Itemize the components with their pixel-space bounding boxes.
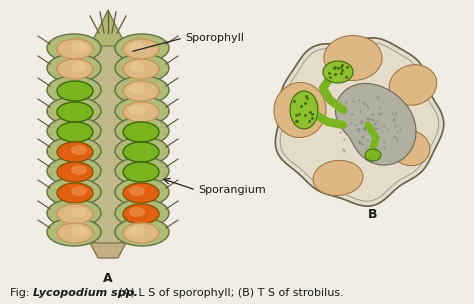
Ellipse shape	[129, 226, 145, 236]
Ellipse shape	[57, 102, 93, 122]
Ellipse shape	[123, 162, 159, 182]
Ellipse shape	[57, 81, 93, 101]
Ellipse shape	[115, 97, 169, 125]
Polygon shape	[336, 84, 416, 165]
Ellipse shape	[390, 130, 430, 166]
Ellipse shape	[115, 137, 169, 165]
Ellipse shape	[47, 218, 101, 246]
Ellipse shape	[129, 42, 145, 52]
Ellipse shape	[115, 76, 169, 104]
Ellipse shape	[71, 145, 87, 155]
Polygon shape	[90, 10, 126, 46]
Ellipse shape	[71, 62, 87, 72]
Ellipse shape	[389, 65, 437, 105]
Ellipse shape	[47, 34, 101, 62]
Ellipse shape	[290, 91, 318, 129]
Ellipse shape	[123, 81, 159, 101]
Ellipse shape	[115, 117, 169, 145]
Text: Lycopodium spp.: Lycopodium spp.	[33, 288, 138, 298]
Ellipse shape	[313, 161, 363, 195]
Ellipse shape	[47, 157, 101, 185]
Text: Sporophyll: Sporophyll	[185, 33, 244, 43]
Text: (A) L S of sporophyll; (B) T S of strobilus.: (A) L S of sporophyll; (B) T S of strobi…	[115, 288, 344, 298]
Ellipse shape	[323, 61, 353, 83]
Ellipse shape	[57, 204, 93, 224]
Polygon shape	[90, 243, 126, 258]
Ellipse shape	[274, 83, 326, 137]
Ellipse shape	[47, 137, 101, 165]
Ellipse shape	[71, 186, 87, 196]
Ellipse shape	[71, 226, 87, 236]
Ellipse shape	[123, 122, 159, 142]
Ellipse shape	[47, 178, 101, 206]
Ellipse shape	[123, 102, 159, 122]
Ellipse shape	[47, 76, 101, 104]
Ellipse shape	[57, 142, 93, 162]
Ellipse shape	[57, 223, 93, 243]
Ellipse shape	[71, 207, 87, 217]
Ellipse shape	[57, 122, 93, 142]
Ellipse shape	[115, 199, 169, 227]
Ellipse shape	[57, 39, 93, 59]
Text: B: B	[368, 208, 378, 221]
Ellipse shape	[129, 62, 145, 72]
Polygon shape	[275, 38, 444, 206]
Ellipse shape	[47, 54, 101, 82]
Ellipse shape	[123, 59, 159, 79]
Ellipse shape	[129, 105, 145, 115]
Ellipse shape	[71, 42, 87, 52]
Text: A: A	[103, 272, 113, 285]
Ellipse shape	[129, 186, 145, 196]
Ellipse shape	[57, 59, 93, 79]
Ellipse shape	[71, 165, 87, 175]
Text: Fig:: Fig:	[10, 288, 33, 298]
Ellipse shape	[129, 84, 145, 94]
Ellipse shape	[115, 178, 169, 206]
Polygon shape	[83, 43, 133, 253]
Ellipse shape	[115, 34, 169, 62]
Ellipse shape	[57, 162, 93, 182]
Text: Sporangium: Sporangium	[198, 185, 266, 195]
Ellipse shape	[115, 157, 169, 185]
Ellipse shape	[129, 207, 145, 217]
Ellipse shape	[123, 39, 159, 59]
Ellipse shape	[123, 204, 159, 224]
Ellipse shape	[123, 183, 159, 203]
Ellipse shape	[123, 223, 159, 243]
Ellipse shape	[365, 149, 381, 161]
Ellipse shape	[47, 97, 101, 125]
Ellipse shape	[324, 36, 382, 81]
Ellipse shape	[115, 218, 169, 246]
Ellipse shape	[115, 54, 169, 82]
Ellipse shape	[47, 199, 101, 227]
Ellipse shape	[47, 117, 101, 145]
Ellipse shape	[57, 183, 93, 203]
Ellipse shape	[123, 142, 159, 162]
